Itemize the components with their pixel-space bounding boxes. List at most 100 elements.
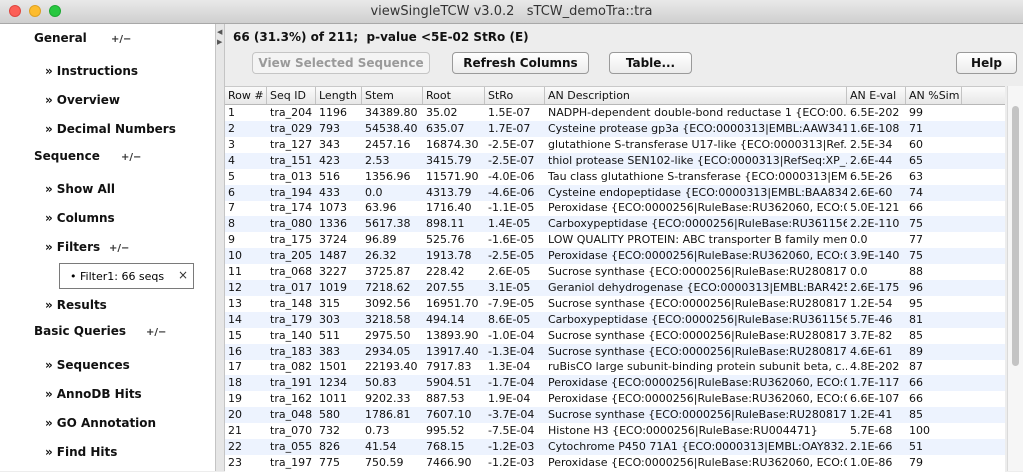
table-row[interactable]: 11 tra_068 3227 3725.87 228.42 2.6E-05 Sucrose…: [225, 264, 1005, 280]
table-row[interactable]: 3 tra_127 343 2457.16 16874.30 -2.5E-07 glutat…: [225, 137, 1005, 153]
chevron-right-icon: »: [45, 358, 53, 372]
table-cell: 96: [909, 280, 923, 294]
table-cell: 2: [228, 121, 235, 135]
section-general[interactable]: General: [34, 31, 87, 45]
table-cell: 1011: [319, 392, 347, 406]
table-row[interactable]: 20 tra_048 580 1786.81 7607.10 -3.7E-04 Sucros…: [225, 407, 1005, 424]
expand-right-icon[interactable]: ▶: [217, 38, 223, 46]
column-header[interactable]: AN Description: [545, 87, 847, 104]
table-header: Row # Seq ID Length Stem Root StRo AN Descript…: [225, 87, 1005, 105]
table-row[interactable]: 22 tra_055 826 41.54 768.15 -1.2E-03 Cytochrom…: [225, 438, 1005, 455]
table-cell: 96.89: [365, 233, 397, 247]
toggle-icon[interactable]: +/−: [146, 327, 167, 338]
table-row[interactable]: 5 tra_013 516 1356.96 11571.90 -4.0E-06 Tau cl…: [225, 169, 1005, 185]
section-sequence[interactable]: Sequence: [34, 149, 100, 163]
table-row[interactable]: 9 tra_175 3724 96.89 525.76 -1.6E-05 LOW QUALI…: [225, 232, 1005, 248]
table-cell: 315: [319, 296, 340, 310]
column-header[interactable]: Length: [316, 87, 362, 104]
table-cell: 81: [909, 312, 923, 326]
table-row[interactable]: 10 tra_205 1487 26.32 1913.78 -2.5E-05 Peroxid…: [225, 248, 1005, 265]
table-cell: 8: [228, 217, 235, 231]
table-cell: 423: [319, 153, 340, 167]
sidebar-item-decimal-numbers[interactable]: » Decimal Numbers: [45, 122, 176, 136]
table-cell: tra_174: [270, 201, 313, 215]
sidebar-item-go-annotation[interactable]: » GO Annotation: [45, 416, 157, 430]
table-cell: tra_194: [270, 185, 313, 199]
table-row[interactable]: 13 tra_148 315 3092.56 16951.70 -7.9E-05 Sucro…: [225, 296, 1005, 312]
table-cell: -1.2E-03: [488, 439, 535, 453]
table-cell: Sucrose synthase {ECO:0000256|RuleBase:R…: [548, 296, 847, 310]
table-row[interactable]: 6 tra_194 433 0.0 4313.79 -4.6E-06 Cysteine en…: [225, 184, 1005, 201]
table-cell: 7607.10: [426, 408, 472, 422]
table-cell: Cysteine protease gp3a {ECO:0000313|EMBL…: [548, 121, 847, 135]
table-row[interactable]: 23 tra_197 775 750.59 7466.90 -1.2E-03 Peroxid…: [225, 455, 1005, 471]
table-row[interactable]: 14 tra_179 303 3218.58 494.14 8.6E-05 Carboxyp…: [225, 311, 1005, 328]
table-row[interactable]: 16 tra_183 383 2934.05 13917.40 -1.3E-04 Sucro…: [225, 343, 1005, 360]
sidebar-item-show-all[interactable]: » Show All: [45, 182, 115, 196]
column-header[interactable]: Root: [423, 87, 485, 104]
column-header[interactable]: Stem: [362, 87, 423, 104]
close-window-button[interactable]: [9, 5, 21, 17]
chevron-right-icon: »: [45, 387, 53, 401]
minimize-window-button[interactable]: [29, 5, 41, 17]
table-cell: 7917.83: [426, 360, 472, 374]
table-cell: 3092.56: [365, 296, 411, 310]
refresh-columns-button[interactable]: Refresh Columns: [452, 52, 589, 74]
table-cell: 2.6E-60: [850, 185, 893, 199]
vertical-scrollbar[interactable]: [1007, 86, 1023, 471]
table-cell: 6: [228, 185, 235, 199]
table-cell: 95: [909, 296, 923, 310]
toggle-icon[interactable]: +/−: [111, 34, 132, 45]
zoom-window-button[interactable]: [49, 5, 61, 17]
view-selected-sequence-button[interactable]: View Selected Sequence: [252, 52, 430, 74]
sidebar-item-results[interactable]: » Results: [45, 298, 107, 312]
collapse-left-icon[interactable]: ◀: [217, 28, 223, 36]
toggle-icon[interactable]: +/−: [109, 243, 130, 254]
sidebar-item-find-hits[interactable]: » Find Hits: [45, 445, 118, 459]
table-cell: tra_197: [270, 455, 313, 469]
sidebar-item-columns[interactable]: » Columns: [45, 211, 115, 225]
table-row[interactable]: 1 tra_204 1196 34389.80 35.02 1.5E-07 NADPH-de…: [225, 105, 1005, 121]
table-row[interactable]: 19 tra_162 1011 9202.33 887.53 1.9E-04 Peroxid…: [225, 391, 1005, 407]
table-cell: ruBisCO large subunit-binding protein su…: [548, 360, 847, 374]
table-row[interactable]: 18 tra_191 1234 50.83 5904.51 -1.7E-04 Peroxid…: [225, 375, 1005, 392]
table-cell: 887.53: [426, 392, 465, 406]
section-basic-queries[interactable]: Basic Queries: [34, 324, 126, 338]
table-row[interactable]: 2 tra_029 793 54538.40 635.07 1.7E-07 Cysteine…: [225, 120, 1005, 137]
table-cell: 1019: [319, 280, 347, 294]
sidebar-item-instructions[interactable]: » Instructions: [45, 64, 139, 78]
sidebar-item-filters[interactable]: » Filters: [45, 240, 101, 254]
table-row[interactable]: 4 tra_151 423 2.53 3415.79 -2.5E-07 thiol prot…: [225, 152, 1005, 169]
column-header[interactable]: Row #: [225, 87, 267, 104]
table-row[interactable]: 8 tra_080 1336 5617.38 898.11 1.4E-05 Carboxyp…: [225, 216, 1005, 233]
table-cell: 4.8E-202: [850, 360, 900, 374]
table-row[interactable]: 21 tra_070 732 0.73 995.52 -7.5E-04 Histone H3…: [225, 423, 1005, 439]
toggle-icon[interactable]: +/−: [121, 152, 142, 163]
column-header[interactable]: AN %Sim: [906, 87, 962, 104]
column-header[interactable]: AN E-val: [847, 87, 906, 104]
split-pane-divider[interactable]: ◀ ▶: [215, 24, 225, 471]
column-header[interactable]: StRo: [485, 87, 545, 104]
table-cell: Sucrose synthase {ECO:0000256|RuleBase:R…: [548, 344, 847, 358]
sidebar-item-annodb-hits[interactable]: » AnnoDB Hits: [45, 387, 142, 401]
table-cell: 11: [228, 265, 242, 278]
sidebar-item-sequences[interactable]: » Sequences: [45, 358, 130, 372]
table-row[interactable]: 17 tra_082 1501 22193.40 7917.83 1.3E-04 ruBis…: [225, 359, 1005, 375]
table-cell: 2.5E-34: [850, 137, 893, 151]
table-row[interactable]: 15 tra_140 511 2975.50 13893.90 -1.0E-04 Sucro…: [225, 328, 1005, 344]
table-cell: thiol protease SEN102-like {ECO:0000313|…: [548, 153, 847, 167]
table-row[interactable]: 12 tra_017 1019 7218.62 207.55 3.1E-05 Geranio…: [225, 279, 1005, 296]
table-cell: 13893.90: [426, 328, 479, 342]
sidebar-item-overview[interactable]: » Overview: [45, 93, 121, 107]
scrollbar-thumb[interactable]: [1012, 106, 1019, 366]
table-cell: 10: [228, 249, 242, 263]
sidebar: General +/− » Instructions » Overview » Dec…: [0, 24, 215, 471]
column-header[interactable]: Seq ID: [267, 87, 316, 104]
table-row[interactable]: 7 tra_174 1073 63.96 1716.40 -1.1E-05 Peroxida…: [225, 200, 1005, 216]
filter-tag[interactable]: • Filter1: 66 seqs ×: [59, 263, 194, 289]
table-cell: 4: [228, 153, 235, 167]
table-cell: 6.5E-26: [850, 169, 893, 183]
table-menu-button[interactable]: Table...: [609, 52, 692, 74]
help-button[interactable]: Help: [956, 52, 1017, 74]
close-icon[interactable]: ×: [177, 268, 188, 282]
